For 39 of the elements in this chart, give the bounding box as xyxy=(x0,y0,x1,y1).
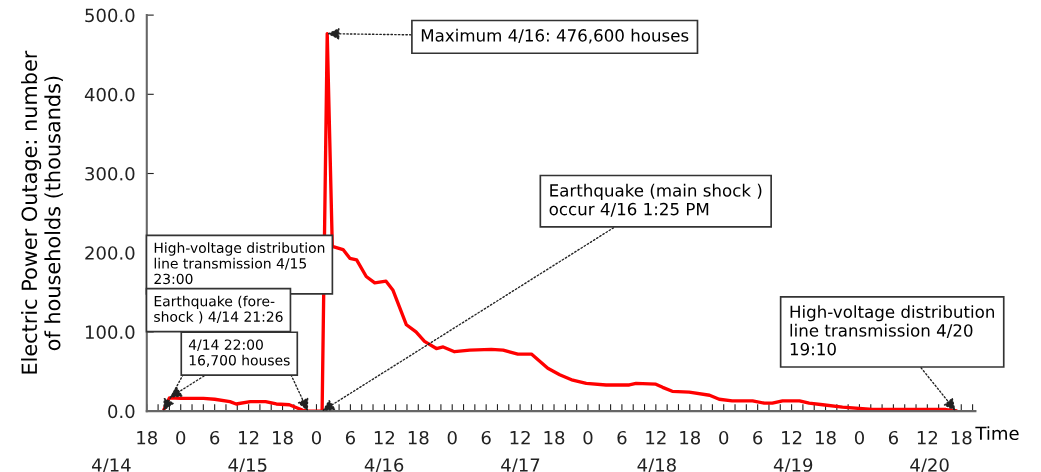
y-tick-label: 100.0 xyxy=(85,325,135,340)
x-tick-label: 6 xyxy=(345,430,356,445)
x-tick-label: 18 xyxy=(680,430,701,445)
x-axis-title: Time xyxy=(975,426,1019,441)
y-tick-label: 500.0 xyxy=(85,8,135,23)
x-tick-label: 0 xyxy=(854,430,865,445)
x-tick-label: 12 xyxy=(646,430,666,445)
annotation: 4/14 22:00 16,700 houses xyxy=(188,339,290,367)
annotation: Maximum 4/16: 476,600 houses xyxy=(421,28,689,44)
x-tick-label: 18 xyxy=(816,430,836,445)
x-tick-label: 6 xyxy=(481,430,491,445)
x-tick-label: 18 xyxy=(273,430,293,445)
x-tick-label: 0 xyxy=(176,430,186,445)
x-tick-label: 12 xyxy=(510,430,530,445)
y-tick-label: 0.0 xyxy=(108,404,135,419)
x-tick-label: 12 xyxy=(782,430,802,445)
x-tick-label: 0 xyxy=(447,430,457,445)
x-tick-label: 0 xyxy=(719,430,729,445)
x-tick-label: 18 xyxy=(951,430,972,445)
y-axis-title: Electric Power Outage: number of households (thousands) xyxy=(21,50,63,374)
y-tick-label: 400.0 xyxy=(84,87,135,102)
annotation: Earthquake (fore- shock ) 4/14 21:26 xyxy=(154,295,283,324)
annotation: High-voltage distribution line transmission 4/15 23:00 xyxy=(154,242,325,285)
x-tick-label: 0 xyxy=(583,430,593,445)
x-tick-label: 18 xyxy=(137,430,158,445)
annotation: Earthquake (main shock ) occur 4/16 1:25 PM xyxy=(549,183,762,217)
x-tick-label: 6 xyxy=(210,430,220,445)
x-tick-label: 18 xyxy=(408,430,429,445)
x-tick-label: 0 xyxy=(311,430,322,445)
x-tick-label: 6 xyxy=(617,430,627,445)
x-tick-label: 12 xyxy=(374,430,395,445)
annotation: High-voltage distribution line transmission 4/20 19:10 xyxy=(790,305,994,356)
x-tick-label: 6 xyxy=(753,430,763,445)
x-tick-label: 12 xyxy=(239,430,259,445)
y-tick-label: 200.0 xyxy=(85,246,135,260)
y-tick-label: 300.0 xyxy=(85,166,135,181)
x-tick-label: 12 xyxy=(917,430,938,445)
x-tick-label: 6 xyxy=(888,430,899,445)
x-tick-label: 18 xyxy=(544,430,565,445)
